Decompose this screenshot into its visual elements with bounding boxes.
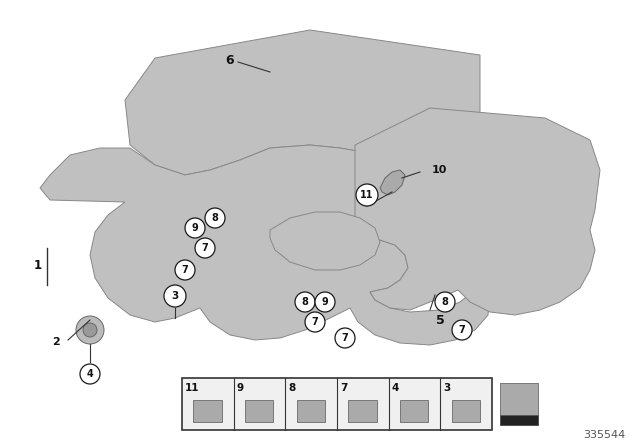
Text: 4: 4 bbox=[392, 383, 399, 393]
Text: 11: 11 bbox=[360, 190, 374, 200]
Text: 335544: 335544 bbox=[583, 430, 625, 440]
Text: 7: 7 bbox=[312, 317, 318, 327]
Text: 11: 11 bbox=[185, 383, 200, 393]
Text: 4: 4 bbox=[86, 369, 93, 379]
Text: 8: 8 bbox=[289, 383, 296, 393]
Text: 3: 3 bbox=[172, 291, 179, 301]
Circle shape bbox=[335, 328, 355, 348]
Text: 9: 9 bbox=[237, 383, 244, 393]
Text: 7: 7 bbox=[342, 333, 348, 343]
Text: 7: 7 bbox=[202, 243, 209, 253]
Bar bbox=[400, 400, 428, 422]
Text: 9: 9 bbox=[322, 297, 328, 307]
Circle shape bbox=[315, 292, 335, 312]
Circle shape bbox=[80, 364, 100, 384]
Polygon shape bbox=[380, 170, 405, 195]
Circle shape bbox=[205, 208, 225, 228]
Circle shape bbox=[83, 323, 97, 337]
Circle shape bbox=[175, 260, 195, 280]
Text: 2: 2 bbox=[52, 337, 60, 347]
Circle shape bbox=[195, 238, 215, 258]
Circle shape bbox=[435, 292, 455, 312]
Bar bbox=[297, 400, 325, 422]
Circle shape bbox=[295, 292, 315, 312]
Text: 8: 8 bbox=[301, 297, 308, 307]
Polygon shape bbox=[355, 108, 600, 315]
Polygon shape bbox=[125, 30, 480, 175]
Text: 7: 7 bbox=[459, 325, 465, 335]
Circle shape bbox=[185, 218, 205, 238]
Text: 6: 6 bbox=[226, 53, 234, 66]
Text: 3: 3 bbox=[444, 383, 451, 393]
Circle shape bbox=[356, 184, 378, 206]
Circle shape bbox=[305, 312, 325, 332]
Text: 8: 8 bbox=[442, 297, 449, 307]
Text: 8: 8 bbox=[212, 213, 218, 223]
Text: 9: 9 bbox=[191, 223, 198, 233]
Text: 5: 5 bbox=[436, 314, 444, 327]
Circle shape bbox=[76, 316, 104, 344]
Bar bbox=[500, 383, 538, 425]
Bar bbox=[182, 378, 492, 430]
Bar bbox=[245, 400, 273, 422]
Polygon shape bbox=[270, 212, 380, 270]
Bar bbox=[500, 415, 538, 425]
Text: 10: 10 bbox=[432, 165, 447, 175]
Text: 7: 7 bbox=[340, 383, 348, 393]
Text: 1: 1 bbox=[34, 258, 42, 271]
Text: 7: 7 bbox=[182, 265, 188, 275]
Bar bbox=[348, 400, 377, 422]
Circle shape bbox=[452, 320, 472, 340]
Bar bbox=[452, 400, 480, 422]
Bar bbox=[193, 400, 222, 422]
Polygon shape bbox=[40, 145, 490, 345]
Circle shape bbox=[164, 285, 186, 307]
